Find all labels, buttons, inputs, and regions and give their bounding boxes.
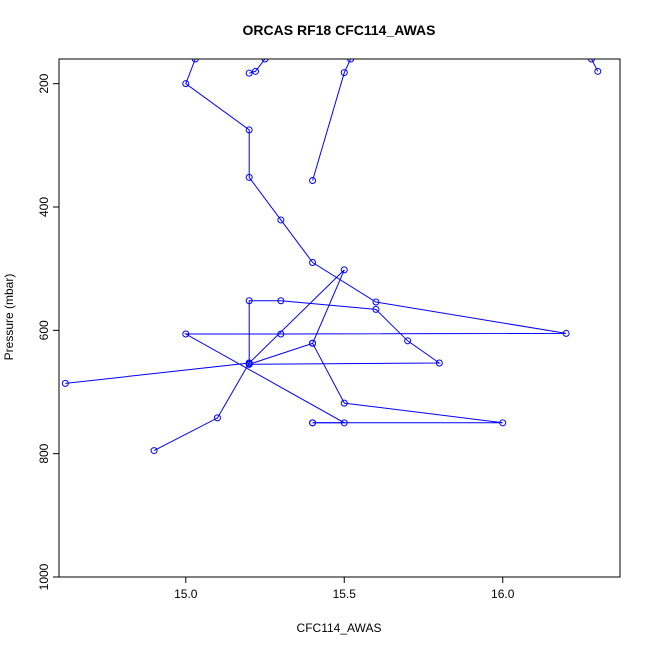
data-point [245, 297, 253, 305]
data-point [340, 419, 348, 427]
data-point [245, 360, 253, 368]
x-axis-label: CFC114_AWAS [297, 621, 382, 635]
data-point [191, 59, 199, 63]
data-point [182, 330, 190, 338]
y-tick-label: 800 [37, 443, 51, 463]
axes: 15.0 15.5 16.0 200 400 600 800 1000 [37, 73, 515, 601]
series-line [591, 59, 599, 72]
y-axis-label: Pressure (mbar) [2, 274, 16, 361]
data-point [404, 337, 412, 345]
data-point [261, 59, 269, 63]
data-point [277, 297, 285, 305]
data-point [277, 216, 285, 224]
data-point [213, 414, 221, 422]
data-point [372, 298, 380, 306]
series-line [249, 59, 266, 74]
y-tick-label: 600 [37, 320, 51, 340]
plot-area [61, 59, 602, 455]
data-point [594, 67, 602, 75]
y-tick-label: 200 [37, 73, 51, 93]
data-point [309, 419, 317, 427]
data-point [252, 67, 260, 75]
data-point [245, 69, 253, 77]
data-point [150, 447, 158, 455]
data-point [340, 399, 348, 407]
y-tick-label: 1000 [37, 563, 51, 590]
data-point [435, 359, 443, 367]
data-point [182, 80, 190, 88]
x-tick-label: 16.0 [491, 587, 515, 601]
data-point [340, 69, 348, 77]
chart-title: ORCAS RF18 CFC114_AWAS [243, 22, 436, 38]
data-point [245, 126, 253, 134]
data-point [372, 305, 380, 313]
series-line [312, 59, 352, 181]
data-point [340, 266, 348, 274]
data-point [61, 379, 69, 387]
data-point [309, 176, 317, 184]
data-point [587, 59, 595, 63]
data-point [277, 330, 285, 338]
data-point [562, 329, 570, 337]
data-point [245, 173, 253, 181]
series-line [183, 59, 567, 424]
data-point [309, 259, 317, 266]
data-point [309, 339, 317, 347]
data-point [347, 59, 355, 63]
x-tick-label: 15.5 [333, 587, 357, 601]
data-point [499, 419, 507, 427]
series-line [65, 269, 503, 452]
x-tick-label: 15.0 [174, 587, 198, 601]
plot-frame [58, 58, 621, 578]
y-tick-label: 400 [37, 197, 51, 217]
